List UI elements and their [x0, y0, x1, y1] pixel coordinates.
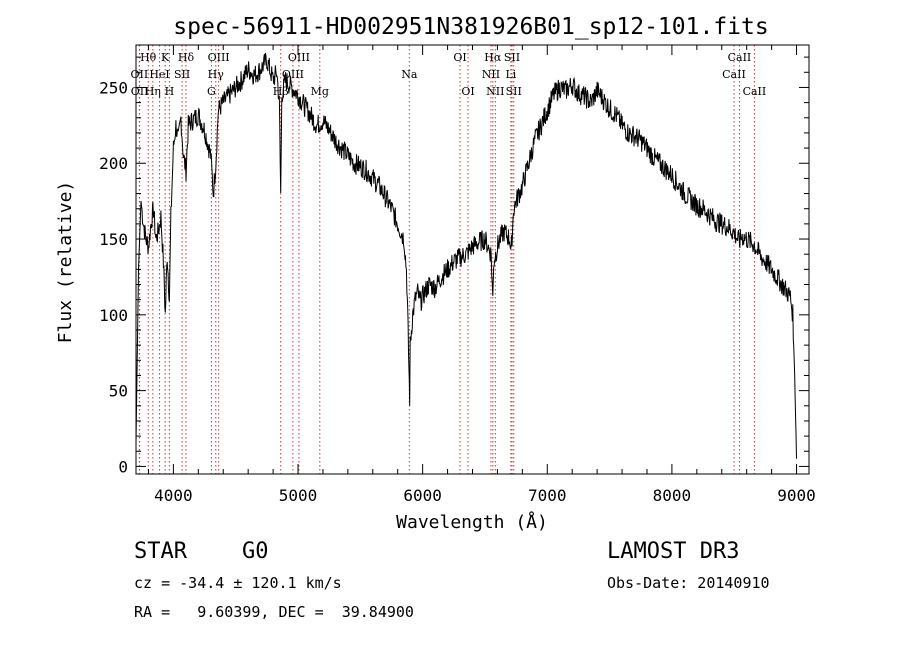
coordinates: RA = 9.60399, DEC = 39.84900 — [134, 603, 414, 621]
line-mark-label: Hα — [484, 51, 502, 64]
line-mark-label: OII — [131, 68, 149, 81]
line-mark-label: SII — [506, 85, 522, 98]
line-mark-label: Hγ — [208, 68, 225, 81]
line-mark-label: Hη — [145, 85, 161, 98]
line-mark-label: G — [207, 85, 216, 98]
axes — [135, 44, 810, 475]
line-mark-label: Hθ — [140, 51, 157, 64]
x-tick-label: 6000 — [403, 486, 442, 505]
x-tick-label: 4000 — [154, 486, 193, 505]
x-tick-label: 9000 — [777, 486, 816, 505]
line-mark-label: NII — [486, 85, 504, 98]
series-layer — [135, 52, 797, 459]
line-mark-label: OIII — [208, 51, 230, 64]
observation-date: Obs-Date: 20140910 — [607, 574, 770, 592]
survey-name: LAMOST DR3 — [607, 539, 740, 564]
y-tick-label: 250 — [99, 78, 128, 97]
line-mark-labels: Hθ OII OII K HeI Hη H Hδ SII OIII Hγ G OIII OIII Hβ Mg N… — [131, 51, 767, 98]
line-mark-label: Mg — [311, 85, 329, 98]
line-mark-label: CaII — [728, 51, 752, 64]
y-tick-label: 150 — [99, 230, 128, 249]
line-mark-label: K — [161, 51, 170, 64]
chart-title: spec-56911-HD002951N381926B01_sp12-101.f… — [173, 14, 768, 40]
line-mark-label: SII — [174, 68, 190, 81]
plot-frame — [135, 44, 810, 475]
object-class: STAR — [134, 539, 187, 564]
line-mark-label: Hδ — [178, 51, 195, 64]
line-marks — [138, 45, 755, 474]
x-tick-label: 7000 — [528, 486, 567, 505]
line-mark-label: CaII — [743, 85, 767, 98]
tick-labels: 4000 5000 6000 7000 8000 9000 0 50 100 150 200 250 — [99, 78, 816, 505]
subclass: G0 — [242, 539, 269, 564]
x-axis-label: Wavelength (Å) — [396, 511, 548, 533]
line-mark-label: OIII — [288, 51, 310, 64]
line-mark-label: OIII — [282, 68, 304, 81]
y-tick-label: 100 — [99, 306, 128, 325]
x-tick-label: 8000 — [653, 486, 692, 505]
spectrum-line — [135, 52, 797, 459]
line-mark-label: H — [165, 85, 175, 98]
line-mark-label: OI — [453, 51, 466, 64]
line-mark-label: OI — [461, 85, 474, 98]
line-mark-label: Hβ — [273, 85, 289, 98]
line-mark-label: OII — [131, 85, 149, 98]
y-axis-label: Flux (relative) — [55, 181, 76, 344]
line-mark-label: Li — [505, 68, 516, 81]
y-tick-label: 50 — [109, 382, 128, 401]
y-tick-label: 0 — [118, 457, 128, 476]
line-mark-label: CaII — [722, 68, 746, 81]
line-mark-label: Na — [401, 68, 418, 81]
x-tick-label: 5000 — [279, 486, 318, 505]
line-mark-label: SII — [504, 51, 520, 64]
line-mark-label: NII — [482, 68, 500, 81]
redshift-velocity: cz = -34.4 ± 120.1 km/s — [134, 574, 342, 592]
y-tick-label: 200 — [99, 154, 128, 173]
line-mark-label: HeI — [149, 68, 169, 81]
